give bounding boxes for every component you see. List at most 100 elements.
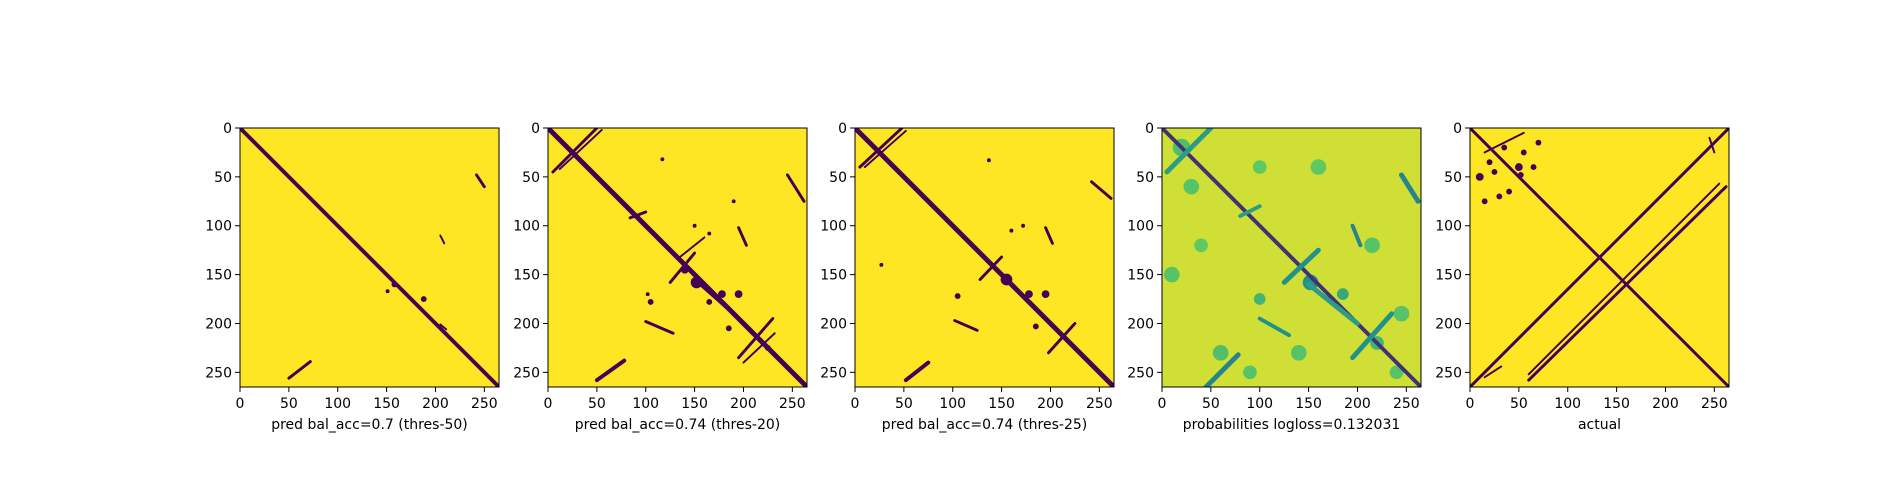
heatmap-blob bbox=[1291, 344, 1307, 361]
heatmap-contact-line bbox=[953, 319, 979, 332]
y-tick-label: 150 bbox=[820, 268, 847, 284]
x-tick-label: 250 bbox=[779, 396, 806, 412]
heatmap-blob bbox=[954, 293, 961, 300]
y-tick-label: 200 bbox=[1127, 316, 1154, 332]
x-tick-label: 100 bbox=[1554, 396, 1581, 412]
heatmap-contact-line bbox=[287, 360, 312, 380]
y-tick-label: 250 bbox=[513, 365, 540, 381]
heatmap-blob bbox=[1530, 164, 1537, 171]
heatmap-contact-line bbox=[1090, 180, 1113, 200]
heatmap-contact-line bbox=[439, 323, 448, 331]
heatmap-blob bbox=[385, 289, 390, 294]
heatmap-marks bbox=[855, 128, 1114, 387]
heatmap-marks bbox=[1162, 128, 1421, 387]
y-tick-label: 200 bbox=[205, 316, 232, 332]
axes-frame bbox=[854, 127, 1115, 388]
heatmap-marks bbox=[240, 128, 499, 387]
heatmap-blob bbox=[725, 325, 732, 332]
heatmap-blob bbox=[1163, 266, 1180, 283]
x-tick-label: 200 bbox=[1037, 396, 1064, 412]
heatmap-contact-line bbox=[644, 320, 675, 335]
x-tick-label: 200 bbox=[1652, 396, 1679, 412]
heatmap-contact-line bbox=[1281, 247, 1321, 285]
heatmap-contact-line bbox=[858, 128, 904, 169]
x-axis-label: probabilities logloss=0.132031 bbox=[1183, 417, 1401, 433]
heatmap-contact-line bbox=[240, 128, 499, 387]
heatmap-blob bbox=[718, 290, 726, 299]
heatmap-blob bbox=[1009, 228, 1014, 233]
heatmap-contact-line bbox=[1238, 204, 1262, 218]
heatmap-contact-line bbox=[475, 173, 486, 189]
x-tick-label: 150 bbox=[1603, 396, 1630, 412]
heatmap-contact-line bbox=[1164, 128, 1214, 175]
x-tick-label: 200 bbox=[1344, 396, 1371, 412]
y-tick-label: 250 bbox=[205, 365, 232, 381]
heatmap-blob bbox=[1212, 344, 1229, 361]
heatmap-contact-line bbox=[1483, 365, 1503, 379]
heatmap-contact-line bbox=[737, 317, 775, 360]
x-tick-label: 150 bbox=[988, 396, 1015, 412]
heatmap-blob bbox=[692, 223, 697, 228]
heatmap-contact-line bbox=[594, 358, 627, 383]
y-tick-label: 150 bbox=[205, 268, 232, 284]
heatmap-blob bbox=[706, 299, 713, 305]
heatmap-blob bbox=[1364, 237, 1380, 254]
heatmap-contact-line bbox=[903, 360, 931, 383]
x-tick-label: 0 bbox=[851, 396, 860, 412]
heatmap-contact-line bbox=[1162, 128, 1421, 387]
x-tick-label: 100 bbox=[324, 396, 351, 412]
heatmap-blob bbox=[645, 292, 650, 297]
heatmap-contact-line bbox=[737, 226, 748, 247]
heatmap-blob bbox=[1520, 149, 1527, 156]
heatmap-contact-line bbox=[1350, 223, 1363, 248]
heatmap-contact-line bbox=[1527, 182, 1721, 376]
y-tick-label: 250 bbox=[820, 365, 847, 381]
y-tick-label: 100 bbox=[1435, 219, 1462, 235]
heatmap-blob bbox=[1041, 290, 1050, 299]
heatmap-blob bbox=[1486, 159, 1493, 166]
heatmap-blob bbox=[1032, 323, 1039, 330]
x-tick-label: 50 bbox=[280, 396, 298, 412]
y-tick-label: 50 bbox=[1136, 170, 1154, 186]
heatmap-contact-line bbox=[1044, 226, 1054, 245]
heatmap-contact-line bbox=[1257, 316, 1292, 338]
x-tick-label: 0 bbox=[544, 396, 553, 412]
heatmap-contact-line bbox=[1708, 136, 1716, 154]
heatmap-blob bbox=[1481, 198, 1488, 205]
axes-frame bbox=[239, 127, 500, 388]
axes-frame bbox=[1161, 127, 1422, 388]
heatmap-blob bbox=[1021, 223, 1026, 228]
heatmap-contact-line bbox=[1399, 172, 1421, 204]
y-tick-label: 0 bbox=[838, 121, 847, 137]
heatmap-contact-line bbox=[742, 332, 776, 364]
y-tick-label: 250 bbox=[1127, 365, 1154, 381]
x-tick-label: 0 bbox=[1158, 396, 1167, 412]
heatmap-contact-line bbox=[863, 129, 907, 169]
y-tick-label: 250 bbox=[1435, 365, 1462, 381]
x-tick-label: 50 bbox=[1202, 396, 1220, 412]
x-tick-label: 50 bbox=[1510, 396, 1528, 412]
y-tick-label: 50 bbox=[1444, 170, 1462, 186]
y-tick-label: 0 bbox=[1453, 121, 1462, 137]
x-tick-label: 0 bbox=[1466, 396, 1475, 412]
heatmap-contact-line bbox=[1203, 352, 1241, 387]
heatmap-contact-line bbox=[668, 251, 697, 284]
x-tick-label: 150 bbox=[373, 396, 400, 412]
x-tick-label: 50 bbox=[588, 396, 606, 412]
heatmap-blob bbox=[1025, 290, 1033, 299]
heatmap-blob bbox=[1475, 172, 1484, 181]
heatmap-contact-line bbox=[678, 236, 706, 258]
heatmap-contact-line bbox=[1527, 185, 1728, 382]
x-axis-label: pred bal_acc=0.7 (thres-50) bbox=[271, 417, 468, 433]
heatmap-blob bbox=[986, 158, 991, 163]
axes-frame bbox=[1469, 127, 1730, 388]
heatmap-contact-line bbox=[1306, 281, 1360, 326]
heatmap-blob bbox=[879, 262, 884, 267]
heatmap-blob bbox=[1252, 160, 1267, 174]
heatmap-blob bbox=[1253, 293, 1266, 305]
y-tick-label: 0 bbox=[223, 121, 232, 137]
heatmap-contact-line bbox=[1047, 322, 1077, 355]
heatmap-blob bbox=[734, 290, 743, 299]
heatmap-blob bbox=[1243, 365, 1257, 380]
